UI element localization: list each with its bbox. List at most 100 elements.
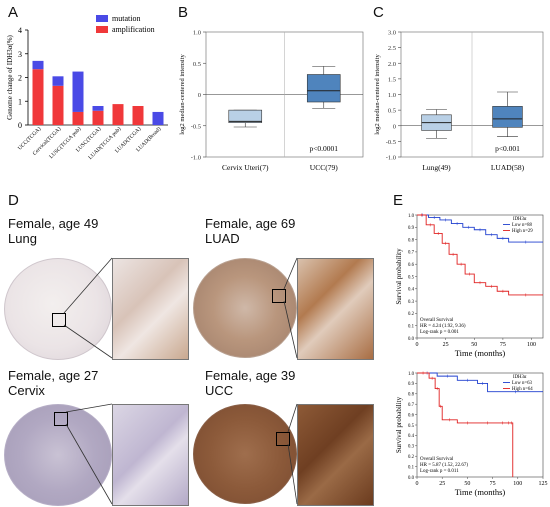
e-bottom-curve-high — [417, 372, 514, 477]
e-top-y-tick-label: 0.1 — [408, 325, 415, 330]
e-bottom-y-tick-label: 0.2 — [408, 455, 415, 460]
ihc-luad-tissue: LUAD — [205, 231, 240, 246]
a-bar-amplification — [32, 69, 44, 125]
e-bottom-y-tick-label: 0.8 — [408, 393, 415, 398]
e-top-y-tick-label: 0.4 — [408, 288, 415, 293]
ihc-luad-zoom — [297, 258, 374, 360]
panel-letter-d: D — [8, 192, 19, 209]
e-top-x-tick-label: 75 — [500, 342, 506, 348]
c-y-tick-label: 1.5 — [388, 76, 396, 83]
ihc-lung-tissue: Lung — [8, 231, 37, 246]
b-box — [306, 74, 341, 103]
e-top-legend-label: Low n=88 — [512, 223, 532, 228]
a-bar-mutation — [32, 60, 44, 70]
chart-e-bottom-km: 0.0 0.1 0.2 0.3 0.4 0.5 0.6 0.7 0.8 0.9 1.0 0 25 50 75… — [395, 371, 548, 497]
b-y-tick-label: -1.0 — [191, 155, 201, 162]
ihc-ucc-demographic: Female, age 39 — [205, 368, 296, 383]
e-top-y-tick-label: 0.8 — [408, 238, 415, 243]
e-bottom-x-tick-label: 25 — [439, 481, 445, 487]
a-bar-amplification — [72, 111, 84, 125]
panel-letter-b: B — [178, 4, 189, 21]
e-top-y-tick-label: 1.0 — [408, 214, 415, 219]
e-top-x-tick-label: 25 — [443, 342, 449, 348]
a-bar-mutation — [52, 76, 64, 86]
c-x-tick-label: Lung(49) — [422, 163, 451, 172]
ihc-lung-demographic: Female, age 49 — [8, 216, 99, 231]
ihc-lung-zoom — [112, 258, 189, 360]
e-top-y-tick-label: 0.2 — [408, 312, 415, 317]
e-bottom-legend-label: Low n=63 — [512, 381, 532, 386]
e-top-y-tick-label: 0.7 — [408, 251, 415, 256]
chart-b-box: -1.0 -0.5 0 0.5 1.0 log2 median-centered inte… — [179, 30, 364, 172]
e-top-y-tick-label: 0.6 — [408, 263, 415, 268]
e-top-x-tick-label: 100 — [527, 342, 536, 348]
a-y-tick-label: 4 — [18, 26, 22, 35]
e-bottom-y-tick-label: 0.4 — [408, 434, 415, 439]
c-y-tick-label: 2.5 — [388, 45, 396, 52]
b-y-tick-label: 0.5 — [193, 61, 201, 68]
e-top-y-axis-label: Survival probability — [395, 248, 403, 305]
a-y-tick-label: 1 — [18, 97, 22, 106]
ihc-ucc-tissue: UCC — [205, 383, 234, 398]
b-x-tick-label: Cervix Uteri(7) — [222, 163, 269, 172]
c-y-axis-label: log2 median-centered intensity — [374, 54, 381, 135]
e-top-y-tick-label: 0.3 — [408, 300, 415, 305]
b-box — [228, 109, 263, 123]
c-box — [492, 106, 523, 128]
ihc-lung-zoom-box — [52, 313, 66, 327]
c-p-value: p<0.001 — [495, 144, 520, 153]
ihc-luad-demographic: Female, age 69 — [205, 216, 296, 231]
e-bottom-x-tick-label: 100 — [513, 481, 522, 487]
e-bottom-y-tick-label: 0.5 — [408, 424, 415, 429]
b-y-tick-label: 0 — [198, 92, 201, 99]
c-y-tick-label: 0.5 — [388, 108, 396, 115]
e-bottom-x-tick-label: 125 — [539, 481, 548, 487]
e-bottom-y-tick-label: 0.1 — [408, 465, 415, 470]
chart-c-box: -1.0 -0.5 0 0.5 1.0 1.5 2.0 2.5 3.0 log2 median-c… — [374, 30, 544, 172]
b-y-tick-label: -0.5 — [191, 123, 201, 130]
panel-letter-a: A — [8, 4, 19, 21]
e-bottom-x-axis-label: Time (months) — [455, 487, 506, 497]
e-bottom-stat-text: Log-rank p = 0.011 — [420, 469, 459, 474]
e-bottom-legend-title: IDH3α — [513, 375, 527, 380]
e-top-stat-text: Log-rank p = 0.001 — [420, 330, 459, 335]
b-y-axis-label: log2 median-centered intensity — [179, 54, 186, 135]
e-bottom-y-tick-label: 0.3 — [408, 445, 415, 450]
e-top-stat-text: Overall Survival — [420, 318, 454, 323]
e-bottom-y-tick-label: 1.0 — [408, 372, 415, 377]
b-x-tick-label: UCC(79) — [310, 163, 338, 172]
e-bottom-y-tick-label: 0.0 — [408, 476, 415, 481]
panel-letter-c: C — [373, 4, 384, 21]
ihc-luad-core — [193, 258, 297, 358]
a-bar-amplification — [112, 104, 124, 125]
c-y-tick-label: 2.0 — [388, 61, 396, 68]
e-bottom-y-axis-label: Survival probability — [395, 396, 403, 453]
a-legend-label-mutation: mutation — [112, 14, 140, 23]
e-bottom-y-tick-label: 0.7 — [408, 403, 415, 408]
ihc-luad-zoom-box — [272, 289, 286, 303]
ihc-cervix-zoom-box — [54, 412, 68, 426]
e-top-x-tick-label: 50 — [471, 342, 477, 348]
ihc-cervix-zoom — [112, 404, 189, 506]
ihc-ucc-title: Female, age 39 UCC — [205, 368, 295, 398]
e-bottom-x-tick-label: 0 — [416, 481, 419, 487]
e-bottom-legend-label: High n=64 — [512, 387, 533, 392]
a-bar-mutation — [152, 111, 164, 125]
a-legend-swatch-amplification — [96, 26, 108, 33]
ihc-cervix-core — [4, 404, 112, 506]
ihc-ucc-zoom — [297, 404, 374, 506]
e-top-x-axis-label: Time (months) — [455, 348, 506, 358]
e-bottom-x-tick-label: 50 — [464, 481, 470, 487]
e-bottom-stat-text: Overall Survival — [420, 457, 454, 462]
c-y-tick-label: 1.0 — [388, 92, 396, 99]
a-bar-amplification — [132, 106, 144, 125]
ihc-ucc-core — [193, 404, 297, 504]
ihc-luad-title: Female, age 69 LUAD — [205, 216, 295, 246]
ihc-lung-title: Female, age 49 Lung — [8, 216, 98, 246]
b-y-tick-label: 1.0 — [193, 30, 201, 37]
e-bottom-y-tick-label: 0.6 — [408, 413, 415, 418]
a-y-tick-label: 0 — [18, 121, 22, 130]
c-x-tick-label: LUAD(58) — [491, 163, 525, 172]
e-top-y-tick-label: 0.5 — [408, 275, 415, 280]
